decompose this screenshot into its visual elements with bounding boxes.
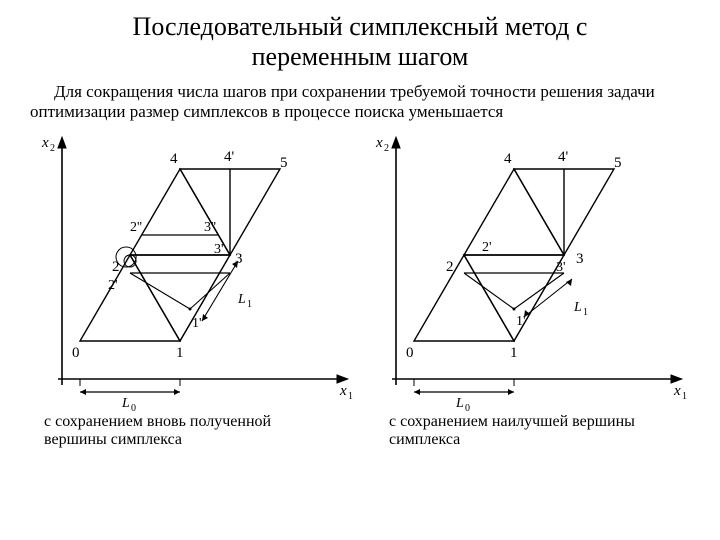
figure-right: x1 x2 L0 L1: [364, 131, 694, 411]
svg-text:L: L: [237, 292, 246, 307]
svg-text:5: 5: [280, 155, 288, 171]
svg-text:2': 2': [482, 240, 492, 255]
svg-text:2: 2: [50, 143, 55, 154]
svg-text:3': 3': [556, 260, 566, 275]
svg-text:5: 5: [614, 155, 622, 171]
svg-text:1: 1: [682, 391, 687, 402]
svg-text:1': 1': [192, 316, 202, 331]
svg-text:0: 0: [72, 345, 80, 361]
caption-right: с сохранением наилучшей вершины симплекс…: [375, 413, 690, 450]
svg-text:L: L: [121, 396, 130, 411]
svg-text:2: 2: [446, 259, 454, 275]
caption-left: с сохранением вновь полученной вершины с…: [30, 413, 345, 450]
svg-text:1: 1: [176, 345, 184, 361]
body-text: Для сокращения числа шагов при сохранени…: [30, 82, 690, 123]
svg-text:4': 4': [224, 149, 235, 165]
svg-text:1': 1': [516, 314, 526, 329]
svg-text:x: x: [673, 383, 681, 399]
svg-text:2': 2': [108, 278, 118, 293]
figure-left: x1 x2: [30, 131, 360, 411]
svg-text:1: 1: [348, 391, 353, 402]
svg-text:0: 0: [131, 403, 136, 411]
svg-text:3: 3: [576, 251, 584, 267]
svg-text:0: 0: [406, 345, 414, 361]
captions-row: с сохранением вновь полученной вершины с…: [30, 413, 690, 450]
svg-text:3'': 3'': [204, 220, 216, 235]
svg-text:2: 2: [112, 259, 120, 275]
figures-row: x1 x2: [30, 131, 690, 411]
svg-text:2'': 2'': [130, 220, 142, 235]
svg-text:3': 3': [214, 242, 224, 257]
svg-text:1: 1: [510, 345, 518, 361]
page-title: Последовательный симплексный метод спере…: [30, 12, 690, 72]
svg-text:4': 4': [558, 149, 569, 165]
svg-text:4: 4: [170, 151, 178, 167]
svg-text:4: 4: [504, 151, 512, 167]
svg-text:2: 2: [384, 143, 389, 154]
svg-text:x: x: [41, 135, 49, 151]
svg-text:0: 0: [465, 403, 470, 411]
svg-text:3: 3: [235, 251, 243, 267]
svg-text:L: L: [573, 300, 582, 315]
svg-text:L: L: [455, 396, 464, 411]
svg-text:1: 1: [247, 299, 252, 310]
svg-text:1: 1: [583, 307, 588, 318]
svg-text:x: x: [375, 135, 383, 151]
svg-text:x: x: [339, 383, 347, 399]
